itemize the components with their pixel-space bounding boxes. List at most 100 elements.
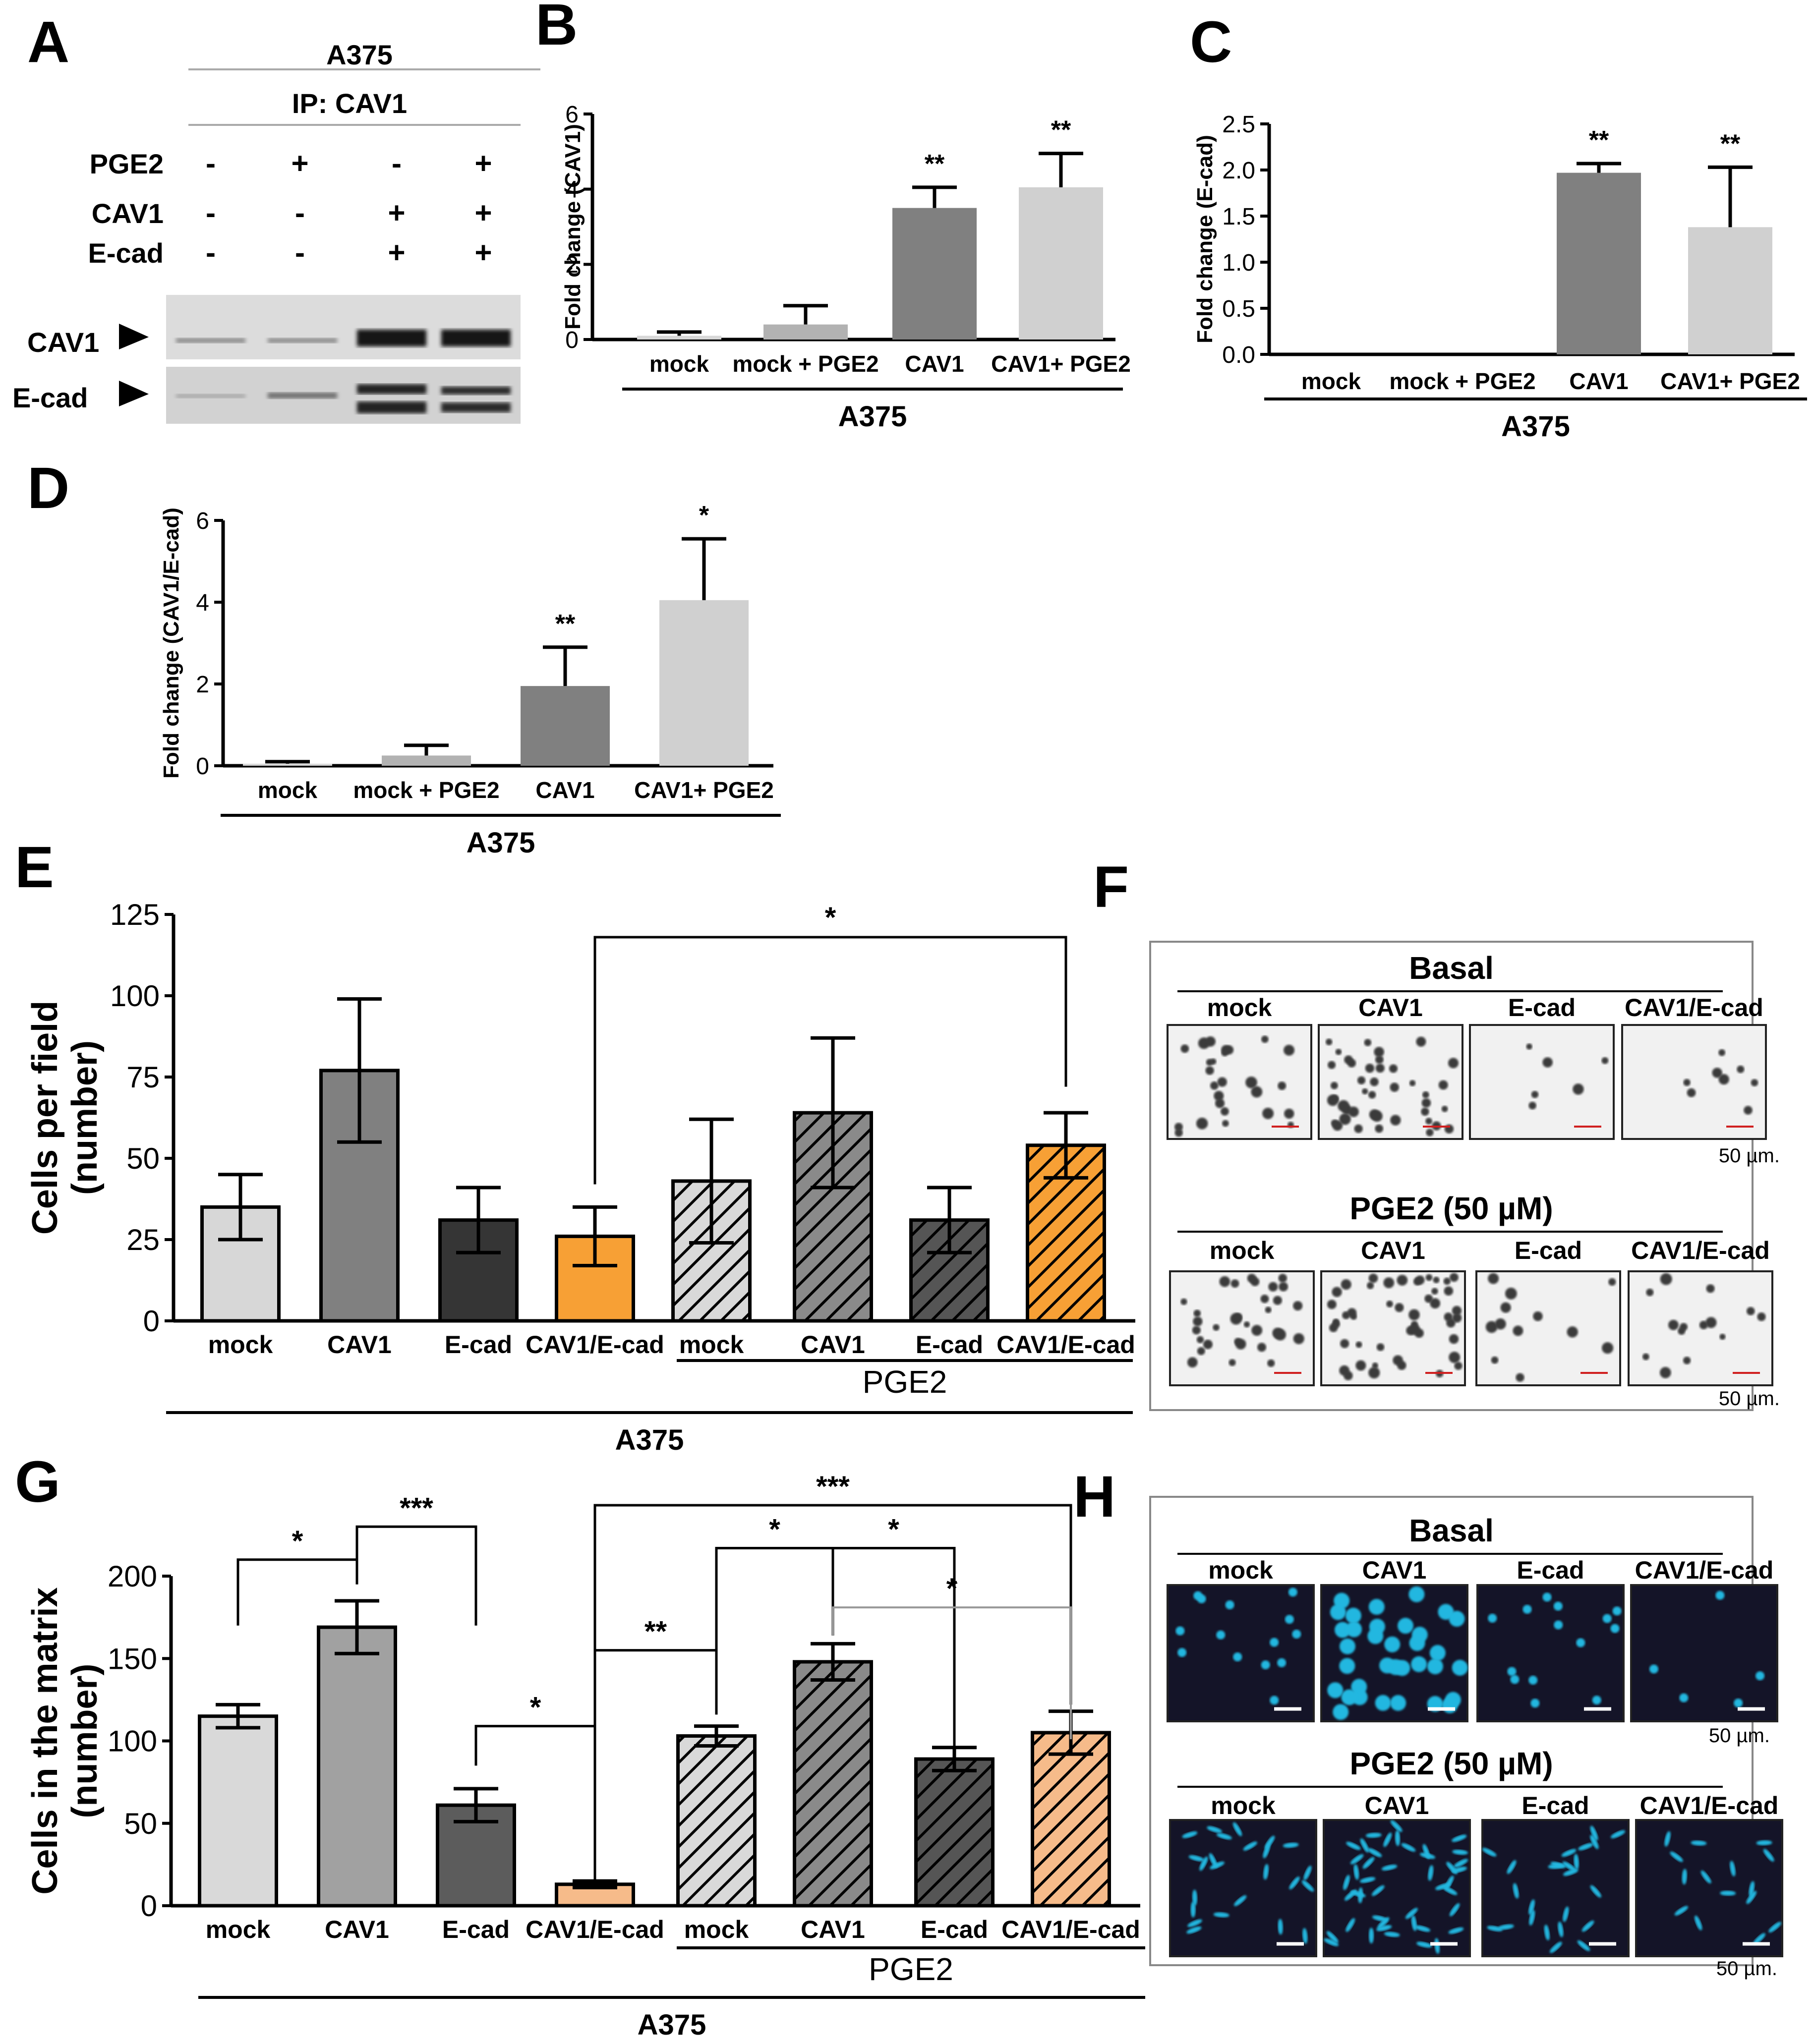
- cell: [1261, 1035, 1269, 1043]
- significance-bracket: [236, 1558, 358, 1626]
- cell: [1746, 1307, 1755, 1315]
- cell: [1491, 1356, 1499, 1364]
- cell-nucleus: [1756, 1840, 1772, 1846]
- cell: [1444, 1286, 1454, 1296]
- cell: [1500, 1302, 1511, 1313]
- y-tick-label: 100: [110, 979, 160, 1013]
- cell-nucleus: [1522, 1604, 1532, 1614]
- cell-nucleus: [1289, 1876, 1300, 1890]
- cell-nucleus: [1530, 1699, 1540, 1708]
- cell: [1737, 1065, 1745, 1073]
- panel-h-micrographs: Basal mock CAV1 E-cad CAV1/E-cad 50 µm. PGE2 (…: [1149, 1496, 1783, 1980]
- cell: [1601, 1342, 1614, 1354]
- cell-nucleus: [1225, 1600, 1234, 1610]
- blot-sign: +: [474, 147, 492, 180]
- micrograph-image: [1167, 1024, 1312, 1140]
- cell-nucleus: [1550, 1941, 1562, 1953]
- cell: [1683, 1079, 1691, 1086]
- cell: [1196, 1117, 1208, 1130]
- micrograph-label: E-cad: [1508, 994, 1576, 1022]
- cell: [1364, 1039, 1372, 1046]
- cell: [1221, 1107, 1229, 1116]
- cell: [1268, 1282, 1278, 1292]
- cell: [1513, 1325, 1523, 1336]
- cell: [1683, 1357, 1691, 1364]
- cell-nucleus: [1682, 1869, 1687, 1885]
- cell-nucleus: [1691, 1840, 1707, 1846]
- cell: [1375, 1055, 1384, 1064]
- y-tick-label: 0: [565, 327, 579, 353]
- scale-label: 50 µm.: [1719, 1388, 1780, 1410]
- cell: [1355, 1341, 1362, 1348]
- cell: [1348, 1106, 1359, 1117]
- micrograph-label: CAV1/E-cad: [1631, 1237, 1770, 1264]
- cell: [1247, 1273, 1257, 1283]
- cell-nucleus: [1277, 1658, 1287, 1667]
- bar: [1019, 187, 1103, 340]
- cell-nucleus: [1452, 1659, 1468, 1676]
- cell: [1397, 1275, 1408, 1286]
- y-tick-label: 0: [143, 1305, 160, 1338]
- cell: [1449, 1352, 1461, 1363]
- cell-nucleus: [1482, 1848, 1497, 1857]
- cell: [1705, 1317, 1717, 1328]
- bar: [763, 324, 848, 340]
- category-label: mock: [206, 1916, 271, 1943]
- cell: [1642, 1353, 1649, 1361]
- cell-nucleus: [1362, 1857, 1375, 1869]
- micrograph-row-title: PGE2 (50 µM): [1349, 1191, 1553, 1226]
- cell: [1338, 1100, 1349, 1112]
- cell: [1340, 1339, 1349, 1348]
- cell: [1205, 1066, 1214, 1075]
- cell-nucleus: [1190, 1901, 1196, 1918]
- chart-e: 0 25 50 75 100 125 mock CAV1 E-cad CAV1/E-cad mock…: [25, 898, 1135, 1456]
- blot-band-cav1: [176, 330, 511, 346]
- scale-label: 50 µm.: [1716, 1958, 1777, 1980]
- significance-label: ***: [400, 1492, 433, 1524]
- blot-band-label-cav1: CAV1: [27, 327, 99, 358]
- cell: [1687, 1088, 1696, 1097]
- cell: [1706, 1284, 1715, 1293]
- cell: [1430, 1298, 1441, 1309]
- significance-bracket: [593, 1504, 1072, 1881]
- panel-label-a: A: [27, 9, 69, 75]
- category-label: E-cad: [442, 1916, 510, 1943]
- cell-nucleus: [1401, 1843, 1416, 1852]
- micrograph-label: mock: [1211, 1792, 1276, 1819]
- cell-nucleus: [1365, 1832, 1382, 1838]
- cell: [1383, 1277, 1395, 1289]
- cell: [1449, 1273, 1459, 1282]
- y-tick-label: 2: [196, 672, 209, 698]
- cell-nucleus: [1216, 1833, 1232, 1840]
- cell-nucleus: [1233, 1895, 1247, 1906]
- category-label: E-cad: [916, 1331, 983, 1359]
- cell: [1680, 1323, 1688, 1331]
- cell: [1339, 1113, 1351, 1125]
- cell: [1526, 1043, 1532, 1050]
- cell-nucleus: [1577, 1940, 1590, 1951]
- y-axis-label: Fold change (CAV1/E-cad): [159, 508, 183, 779]
- cell-nucleus: [1383, 1832, 1392, 1847]
- cell: [1332, 1287, 1342, 1297]
- cell-nucleus: [1192, 1889, 1198, 1906]
- cell: [1293, 1301, 1303, 1311]
- cell-nucleus: [1405, 1908, 1418, 1919]
- cell: [1660, 1273, 1672, 1285]
- category-label: CAV1/E-cad: [996, 1331, 1135, 1359]
- cell-nucleus: [1610, 1830, 1626, 1838]
- category-label: mock + PGE2: [353, 777, 499, 803]
- micrograph-image: [1481, 1819, 1630, 1957]
- bar: [793, 1660, 873, 1908]
- cell-nucleus: [1375, 1695, 1391, 1711]
- cell-nucleus: [1576, 1638, 1585, 1647]
- cell-nucleus: [1562, 1861, 1576, 1872]
- cell-nucleus: [1528, 1899, 1535, 1915]
- blot-row-label: E-cad: [88, 237, 164, 269]
- cell-nucleus: [1416, 1941, 1432, 1948]
- cell-nucleus: [1649, 1664, 1658, 1674]
- cell: [1293, 1333, 1304, 1344]
- cell: [1245, 1077, 1257, 1088]
- cell: [1251, 1086, 1263, 1098]
- category-label: E-cad: [921, 1916, 988, 1943]
- panel-label-d: D: [27, 455, 69, 521]
